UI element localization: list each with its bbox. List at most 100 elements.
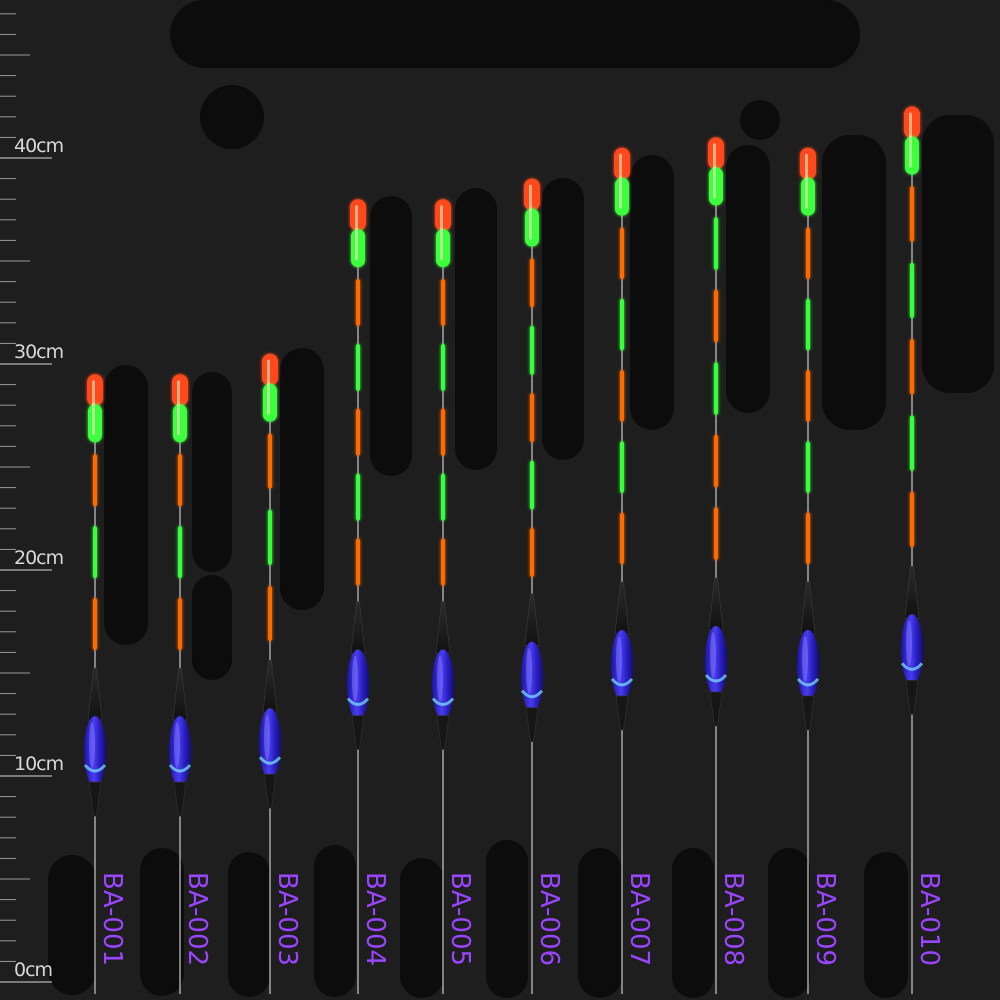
- redaction-blob: [542, 178, 584, 460]
- float-body: [347, 649, 369, 720]
- antenna-segment: [530, 326, 534, 375]
- body-reflection: [610, 677, 634, 687]
- body-highlight: [526, 647, 532, 694]
- antenna-segment: [268, 433, 272, 489]
- redaction-blob: [370, 196, 412, 476]
- body-reflection: [346, 697, 370, 707]
- body-reflection: [168, 764, 192, 773]
- redaction-blob: [200, 85, 264, 149]
- redaction-blob: [768, 848, 810, 998]
- float-group: [83, 106, 924, 994]
- tip-highlight: [619, 153, 622, 209]
- antenna-segment: [620, 227, 624, 280]
- model-label-ba-002: BA-002: [182, 872, 212, 967]
- float-ba-007: [610, 147, 634, 994]
- antenna-segment: [620, 441, 624, 493]
- body-highlight: [89, 722, 95, 769]
- antenna-segment: [910, 262, 914, 318]
- antenna-segment: [806, 370, 810, 422]
- float-ba-006: [520, 178, 544, 994]
- antenna-segment: [356, 473, 360, 521]
- float-shoulder: [435, 601, 451, 654]
- antenna-segment: [806, 512, 810, 565]
- antenna-segment: [441, 408, 445, 456]
- antenna-segment: [620, 370, 624, 422]
- body-highlight: [437, 655, 443, 702]
- antenna-segment: [178, 598, 182, 650]
- redaction-blob: [140, 848, 184, 996]
- float-tail: [525, 707, 539, 743]
- model-label-ba-001: BA-001: [97, 872, 127, 967]
- float-shoulder: [614, 581, 630, 635]
- float-tail: [801, 695, 815, 731]
- float-tail: [615, 695, 629, 731]
- redaction-blob: [740, 100, 780, 140]
- body-highlight: [616, 635, 622, 682]
- redaction-blob: [280, 348, 324, 610]
- antenna-segment: [910, 491, 914, 547]
- body-highlight: [802, 635, 808, 682]
- body-reflection: [900, 662, 924, 671]
- antenna-segment: [530, 528, 534, 577]
- antenna-segment: [806, 441, 810, 493]
- redaction-blob: [192, 372, 232, 572]
- model-label-ba-005: BA-005: [445, 872, 475, 967]
- float-shoulder: [708, 577, 724, 631]
- body-reflection: [258, 756, 282, 765]
- antenna-segment: [620, 512, 624, 565]
- redaction-blob: [104, 365, 148, 645]
- ruler-label: 20cm: [14, 547, 64, 569]
- redaction-blob: [630, 155, 674, 430]
- float-body: [169, 716, 191, 787]
- body-highlight: [906, 620, 912, 667]
- redaction-blob: [400, 858, 444, 998]
- redaction-blob: [314, 845, 356, 997]
- redaction-blob: [192, 575, 232, 680]
- model-label-ba-008: BA-008: [718, 872, 748, 967]
- float-ba-008: [704, 137, 728, 994]
- float-ba-009: [796, 147, 820, 994]
- antenna-segment: [806, 227, 810, 280]
- float-shoulder: [262, 659, 278, 713]
- antenna-segment: [268, 586, 272, 641]
- float-ba-001: [83, 374, 107, 994]
- antenna-segment: [93, 526, 97, 579]
- float-body: [705, 626, 727, 697]
- antenna-segment: [356, 408, 360, 456]
- redaction-blob: [455, 188, 497, 470]
- redaction-bar-top: [170, 0, 860, 68]
- tip-highlight: [440, 205, 443, 261]
- redaction-blob: [726, 145, 770, 413]
- antenna-segment: [356, 538, 360, 586]
- float-body: [611, 629, 633, 700]
- redaction-blob: [486, 840, 528, 998]
- body-reflection: [520, 689, 544, 699]
- float-ba-002: [168, 374, 192, 994]
- ruler-label: 0cm: [14, 959, 53, 981]
- float-body: [901, 614, 923, 685]
- ruler-label: 30cm: [14, 341, 64, 363]
- measuring-ruler: [0, 13, 52, 983]
- float-shoulder: [87, 667, 103, 721]
- redaction-blob: [822, 135, 886, 430]
- body-reflection: [83, 764, 107, 773]
- antenna-segment: [714, 362, 718, 415]
- tip-highlight: [355, 205, 358, 261]
- float-tail: [905, 680, 919, 715]
- antenna-segment: [93, 454, 97, 507]
- body-highlight: [174, 722, 180, 769]
- float-tail: [709, 691, 723, 727]
- antenna-segment: [441, 279, 445, 326]
- antenna-segment: [93, 598, 97, 650]
- antenna-segment: [441, 473, 445, 521]
- float-shoulder: [524, 593, 540, 647]
- model-label-ba-007: BA-007: [624, 872, 654, 967]
- antenna-segment: [910, 339, 914, 395]
- redaction-blob: [672, 848, 714, 998]
- body-highlight: [264, 714, 270, 761]
- tip-highlight: [805, 153, 808, 209]
- antenna-segment: [910, 415, 914, 471]
- antenna-segment: [714, 434, 718, 488]
- redaction-blob: [228, 852, 270, 997]
